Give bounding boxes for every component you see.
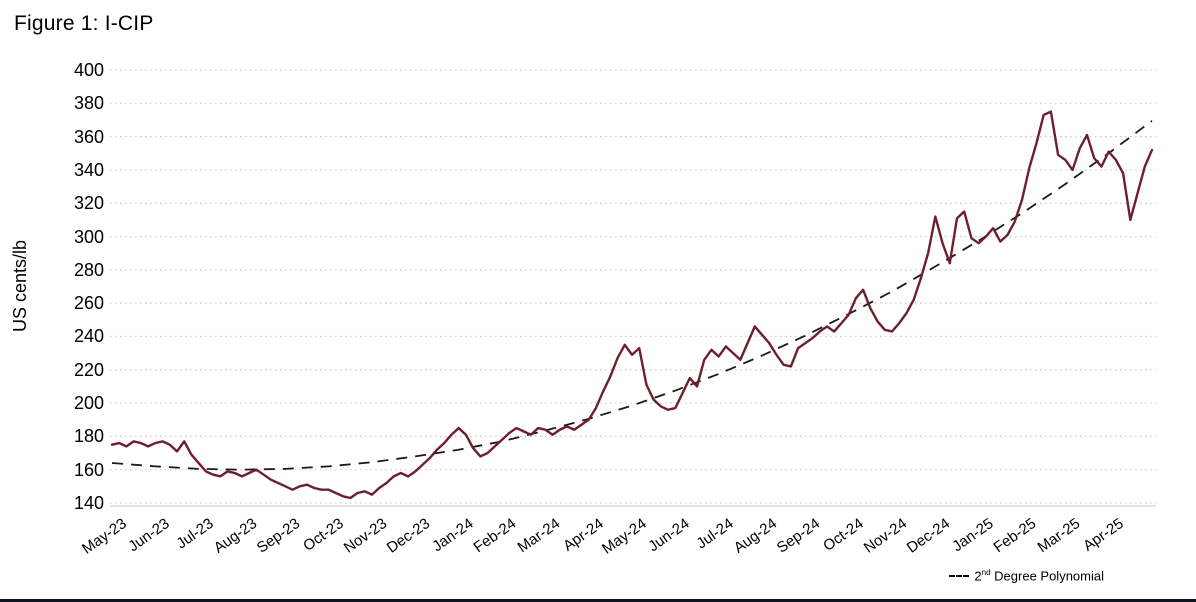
y-tick-label: 260 xyxy=(73,293,104,314)
y-tick-label: 300 xyxy=(73,226,104,247)
y-tick-label: 360 xyxy=(73,126,104,147)
y-tick-label: 160 xyxy=(73,459,104,480)
bottom-border-rule xyxy=(0,599,1196,602)
y-tick-label: 320 xyxy=(73,193,104,214)
y-tick-label: 200 xyxy=(73,393,104,414)
y-tick-label: 280 xyxy=(73,259,104,280)
legend-label: 2nd Degree Polynomial xyxy=(974,568,1104,584)
price-line xyxy=(110,110,1154,500)
chart-title: Figure 1: I-CIP xyxy=(14,12,154,35)
legend: 2nd Degree Polynomial xyxy=(949,568,1104,583)
trend-line xyxy=(111,120,1153,471)
y-tick-label: 380 xyxy=(73,93,104,114)
y-tick-label: 140 xyxy=(73,493,104,513)
y-tick-label: 400 xyxy=(73,60,104,80)
y-tick-label: 240 xyxy=(73,326,104,347)
y-tick-label: 180 xyxy=(73,426,104,447)
y-tick-label: 340 xyxy=(73,159,104,180)
trendline-dash-icon xyxy=(949,575,970,578)
y-tick-label: 220 xyxy=(73,359,104,380)
